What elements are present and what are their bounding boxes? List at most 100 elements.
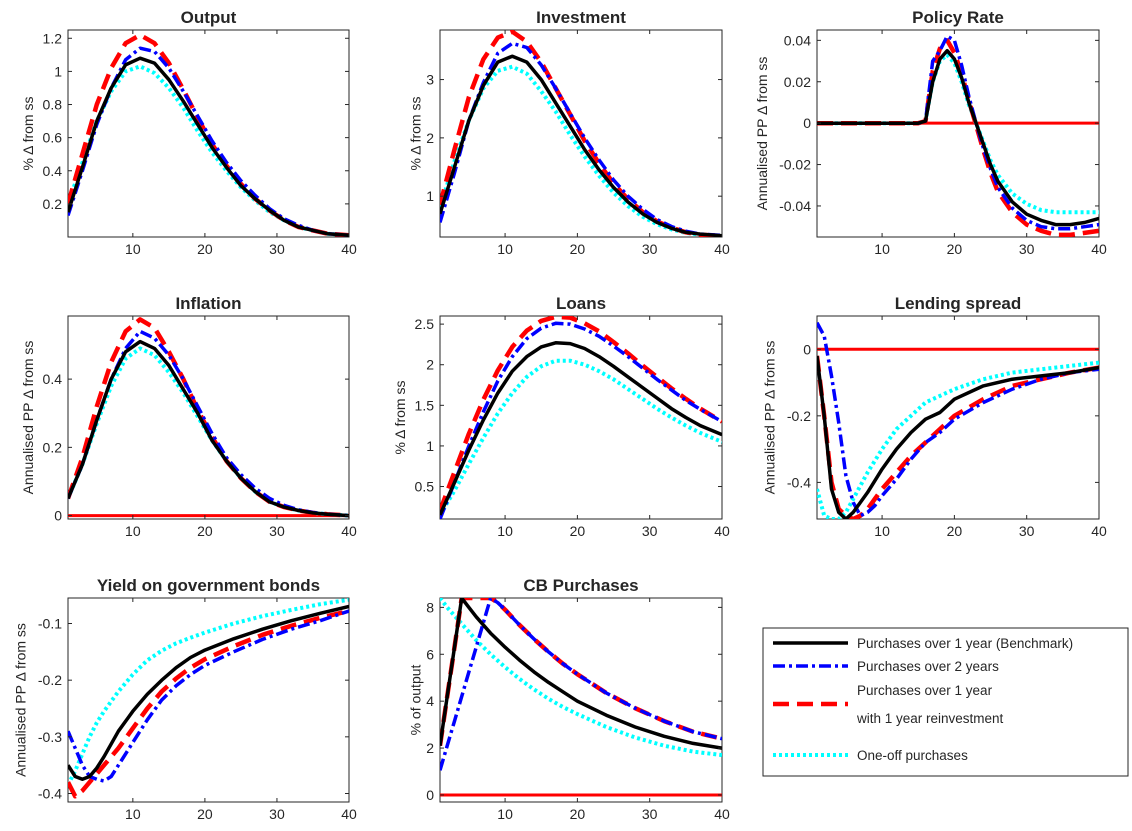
policy-rate-ytick-label: 0 bbox=[803, 115, 811, 131]
policy-rate-ylabel: Annualised PP Δ from ss bbox=[754, 57, 770, 211]
policy-rate-ytick-label: 0.04 bbox=[784, 32, 811, 48]
loans-ytick-label: 0.5 bbox=[415, 479, 435, 495]
cb-purchases-xtick-label: 40 bbox=[714, 806, 730, 822]
yield-on-government-bonds-xtick-label: 10 bbox=[125, 806, 141, 822]
inflation-ylabel: Annualised PP Δ from ss bbox=[20, 341, 36, 495]
cb-purchases-ytick-label: 6 bbox=[426, 646, 434, 662]
output-ytick-label: 1.2 bbox=[43, 30, 63, 46]
investment-series-purchases-over-2-years bbox=[440, 41, 722, 237]
inflation-ytick-label: 0.4 bbox=[43, 371, 63, 387]
yield-on-government-bonds-ytick-label: -0.1 bbox=[38, 616, 62, 632]
legend-label-2: Purchases over 2 years bbox=[857, 659, 999, 674]
cb-purchases-title: CB Purchases bbox=[523, 576, 638, 595]
lending-spread-xtick-label: 40 bbox=[1091, 523, 1107, 539]
investment-ylabel: % Δ from ss bbox=[407, 97, 423, 171]
inflation-axes-box bbox=[67, 315, 350, 520]
output-series-purchases-over-1-year-benchmark bbox=[68, 56, 349, 237]
cb-purchases-series-purchases-over-2-years bbox=[440, 598, 722, 771]
inflation-ytick-label: 0 bbox=[54, 508, 62, 524]
loans-xtick-label: 30 bbox=[642, 523, 658, 539]
policy-rate-ytick-label: 0.02 bbox=[784, 74, 811, 90]
investment-ytick-label: 1 bbox=[426, 188, 434, 204]
yield-on-government-bonds-series-purchases-over-1-year-with-1-year-reinvestment bbox=[68, 608, 349, 799]
yield-on-government-bonds-ytick-label: -0.4 bbox=[38, 786, 62, 802]
inflation-title: Inflation bbox=[175, 294, 241, 313]
loans-ytick-label: 1.5 bbox=[415, 397, 435, 413]
cb-purchases-ytick-label: 0 bbox=[426, 787, 434, 803]
cb-purchases-series-one-off-purchases bbox=[440, 598, 722, 758]
inflation-series-purchases-over-1-year-benchmark bbox=[68, 339, 349, 518]
cb-purchases-axes-box bbox=[439, 597, 723, 803]
lending-spread-ytick-label: 0 bbox=[803, 341, 811, 357]
loans-series-one-off-purchases bbox=[440, 358, 722, 516]
output-ytick-label: 0.4 bbox=[43, 163, 63, 179]
loans-xtick-label: 20 bbox=[570, 523, 586, 539]
panel-cb-purchases: 10 20 30 40 0 2 4 6 8 CB Purchases % of output bbox=[407, 576, 730, 822]
loans-ytick-label: 2.5 bbox=[415, 316, 435, 332]
lending-spread-series-purchases-over-1-year-benchmark bbox=[817, 355, 1099, 519]
inflation-xtick-label: 40 bbox=[341, 523, 357, 539]
cb-purchases-ylabel: % of output bbox=[407, 664, 423, 735]
policy-rate-title: Policy Rate bbox=[912, 8, 1004, 27]
investment-ytick-label: 3 bbox=[426, 72, 434, 88]
loans-ylabel: % Δ from ss bbox=[392, 381, 408, 455]
yield-on-government-bonds-ytick-label: -0.3 bbox=[38, 729, 62, 745]
panel-investment: 10 20 30 40 1 2 3 Investment % Δ from ss bbox=[407, 8, 730, 257]
output-xtick-label: 20 bbox=[197, 241, 213, 257]
yield-on-government-bonds-series-purchases-over-1-year-benchmark bbox=[68, 604, 349, 782]
lending-spread-title: Lending spread bbox=[895, 294, 1022, 313]
loans-ytick-label: 1 bbox=[426, 438, 434, 454]
output-ytick-label: 0.8 bbox=[43, 97, 63, 113]
loans-series-purchases-over-2-years bbox=[440, 321, 722, 519]
cb-purchases-xtick-label: 30 bbox=[642, 806, 658, 822]
yield-on-government-bonds-series-one-off-purchases bbox=[68, 598, 349, 786]
lending-spread-ylabel: Annualised PP Δ from ss bbox=[762, 341, 778, 495]
inflation-xtick-label: 20 bbox=[197, 523, 213, 539]
legend-label-3: Purchases over 1 year bbox=[857, 683, 993, 698]
lending-spread-xtick-label: 20 bbox=[947, 523, 963, 539]
panel-lending-spread: 10 20 30 40 -0.4 -0.2 0 Lending spread Annualise… bbox=[762, 294, 1107, 539]
loans-title: Loans bbox=[556, 294, 606, 313]
investment-series-purchases-over-1-year-benchmark bbox=[440, 54, 722, 237]
output-ytick-label: 0.6 bbox=[43, 130, 63, 146]
yield-on-government-bonds-xtick-label: 30 bbox=[269, 806, 285, 822]
output-xtick-label: 30 bbox=[269, 241, 285, 257]
investment-ytick-label: 2 bbox=[426, 130, 434, 146]
investment-plot-area bbox=[440, 30, 722, 237]
legend-label-1: Purchases over 1 year (Benchmark) bbox=[857, 636, 1073, 651]
loans-plot-area bbox=[440, 316, 722, 519]
inflation-xtick-label: 10 bbox=[125, 523, 141, 539]
output-ytick-label: 0.2 bbox=[43, 196, 63, 212]
loans-xtick-label: 10 bbox=[497, 523, 513, 539]
investment-xtick-label: 40 bbox=[714, 241, 730, 257]
yield-on-government-bonds-title: Yield on government bonds bbox=[97, 576, 320, 595]
lending-spread-ytick-label: -0.2 bbox=[787, 408, 811, 424]
yield-on-government-bonds-xtick-label: 40 bbox=[341, 806, 357, 822]
yield-on-government-bonds-ylabel: Annualised PP Δ from ss bbox=[13, 623, 29, 777]
panel-policy-rate: 10 20 30 40 -0.04 -0.02 0 0.02 0.04 Policy Rate An… bbox=[754, 8, 1107, 257]
output-axes-box bbox=[67, 29, 350, 238]
output-title: Output bbox=[181, 8, 237, 27]
lending-spread-series-purchases-over-2-years bbox=[817, 321, 1099, 518]
cb-purchases-series-purchases-over-1-year-benchmark bbox=[440, 598, 722, 750]
investment-xtick-label: 20 bbox=[570, 241, 586, 257]
loans-ytick-label: 2 bbox=[426, 357, 434, 373]
panel-output: 10 20 30 40 0.2 0.4 0.6 0.8 1 1.2 Output % Δ from s… bbox=[20, 8, 357, 257]
lending-spread-xtick-label: 30 bbox=[1019, 523, 1035, 539]
panel-yield-on-government-bonds: 10 20 30 40 -0.4 -0.3 -0.2 -0.1 Yield on governm… bbox=[13, 576, 357, 822]
legend: Purchases over 1 year (Benchmark) Purchas… bbox=[762, 627, 1129, 777]
lending-spread-ytick-label: -0.4 bbox=[787, 474, 811, 490]
cb-purchases-plot-area bbox=[440, 598, 722, 797]
inflation-plot-area bbox=[68, 317, 349, 518]
inflation-xtick-label: 30 bbox=[269, 523, 285, 539]
legend-label-4: One-off purchases bbox=[857, 748, 968, 763]
investment-series-purchases-over-1-year-with-1-year-reinvestment bbox=[440, 30, 722, 237]
policy-rate-series-purchases-over-1-year-benchmark bbox=[817, 48, 1099, 227]
output-ylabel: % Δ from ss bbox=[20, 97, 36, 171]
policy-rate-plot-area bbox=[817, 34, 1099, 237]
output-plot-area bbox=[68, 32, 349, 237]
policy-rate-xtick-label: 30 bbox=[1019, 241, 1035, 257]
cb-purchases-ytick-label: 8 bbox=[426, 599, 434, 615]
cb-purchases-ytick-label: 2 bbox=[426, 740, 434, 756]
